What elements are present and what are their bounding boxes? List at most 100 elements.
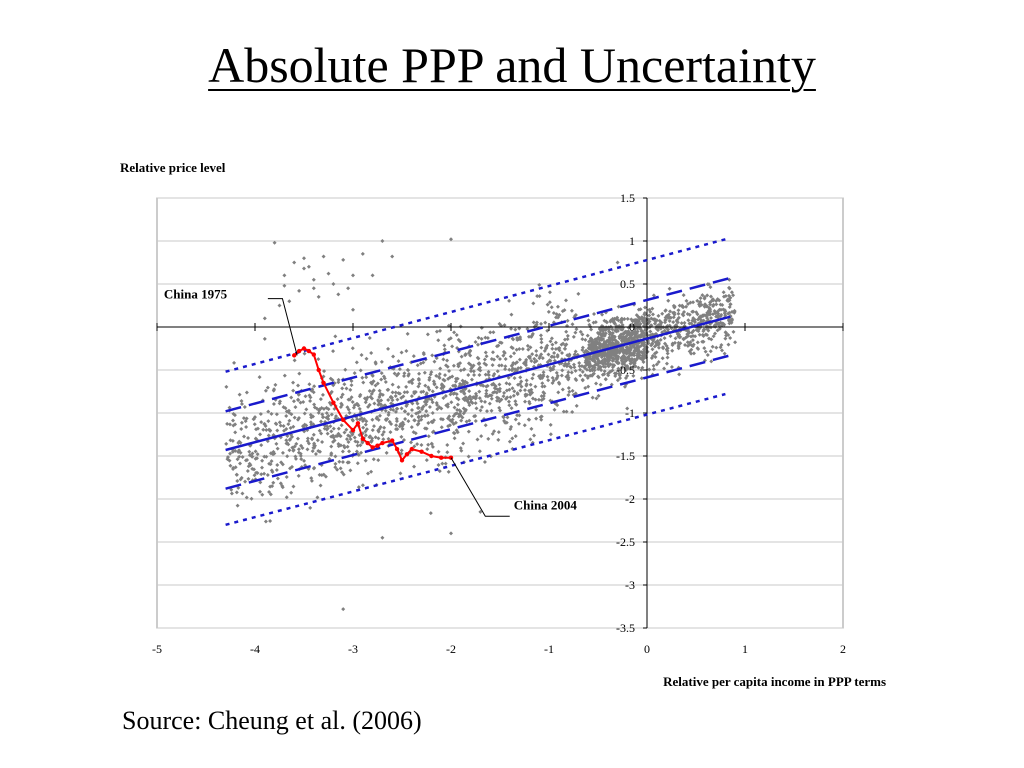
scatter-point: [350, 346, 355, 351]
scatter-point: [666, 298, 671, 303]
scatter-point: [350, 400, 355, 405]
scatter-point: [526, 347, 531, 352]
scatter-point: [510, 436, 515, 441]
scatter-point: [473, 418, 478, 423]
scatter-point: [564, 409, 569, 414]
scatter-point: [311, 286, 316, 291]
scatter-point: [309, 415, 314, 420]
scatter-point: [380, 239, 385, 243]
scatter-point: [471, 369, 476, 374]
scatter-point: [287, 437, 292, 442]
scatter-point: [352, 371, 357, 376]
scatter-point: [543, 320, 548, 325]
scatter-point: [624, 348, 629, 353]
scatter-point: [503, 364, 508, 369]
scatter-point: [612, 337, 617, 342]
scatter-point: [464, 419, 469, 424]
scatter-point: [482, 357, 487, 362]
scatter-point: [550, 346, 555, 351]
scatter-point: [691, 309, 696, 314]
scatter-point: [355, 461, 360, 466]
scatter-point: [429, 397, 434, 402]
scatter-point: [425, 332, 430, 337]
scatter-point: [445, 364, 450, 369]
scatter-point: [580, 348, 585, 353]
scatter-point: [400, 426, 405, 431]
scatter-point: [331, 282, 336, 286]
scatter-point: [453, 379, 458, 384]
scatter-point: [396, 359, 401, 364]
scatter-point: [614, 354, 619, 359]
scatter-point: [499, 397, 504, 402]
scatter-point: [539, 340, 544, 345]
scatter-point: [454, 428, 459, 433]
scatter-point: [293, 456, 298, 461]
china-point: [311, 352, 316, 357]
scatter-point: [726, 342, 731, 347]
scatter-point: [703, 349, 708, 354]
scatter-point: [554, 376, 559, 381]
y-tick-label-8: -2.5: [616, 535, 635, 549]
scatter-point: [238, 461, 243, 466]
scatter-point: [291, 484, 296, 489]
scatter-point: [649, 323, 654, 328]
scatter-point: [299, 457, 304, 462]
scatter-point: [671, 303, 676, 308]
scatter-point: [467, 403, 472, 408]
y-tick-label-1: 1: [629, 234, 635, 248]
scatter-point: [609, 351, 614, 356]
scatter-point: [687, 330, 692, 335]
scatter-point: [514, 347, 519, 352]
scatter-point: [377, 394, 382, 399]
scatter-point: [690, 344, 695, 349]
scatter-point: [603, 364, 608, 369]
scatter-point: [580, 378, 585, 383]
scatter-point: [513, 402, 518, 407]
scatter-point: [654, 362, 659, 367]
scatter-point: [461, 411, 466, 416]
scatter-point: [528, 382, 533, 387]
scatter-point: [530, 376, 535, 381]
scatter-point: [277, 303, 282, 308]
scatter-point: [676, 308, 681, 313]
scatter-point: [341, 472, 346, 477]
scatter-point: [670, 343, 675, 348]
scatter-point: [302, 256, 306, 261]
scatter-point: [257, 375, 262, 380]
scatter-point: [626, 330, 631, 335]
scatter-point: [357, 394, 362, 399]
scatter-point: [417, 409, 422, 414]
scatter-point: [497, 356, 502, 361]
scatter-point: [329, 452, 334, 457]
scatter-point: [679, 321, 684, 326]
scatter-point: [302, 458, 307, 463]
regression-line-solid-0: [225, 315, 731, 452]
scatter-point: [353, 439, 358, 444]
scatter-point: [343, 367, 348, 372]
scatter-point: [352, 403, 357, 408]
scatter-point: [358, 443, 363, 448]
scatter-point: [676, 315, 681, 320]
scatter-point: [271, 401, 276, 406]
scatter-point: [386, 436, 391, 441]
scatter-point: [702, 295, 707, 300]
scatter-point: [478, 408, 483, 413]
scatter-point: [546, 309, 551, 314]
scatter-point: [342, 382, 347, 387]
scatter-point: [614, 317, 619, 322]
scatter-point: [577, 364, 582, 369]
scatter-point: [479, 404, 484, 409]
scatter-point: [370, 428, 375, 433]
scatter-point: [454, 332, 459, 337]
scatter-point: [347, 434, 352, 439]
scatter-point: [666, 312, 671, 317]
scatter-point: [466, 429, 471, 434]
scatter-point: [379, 398, 384, 403]
scatter-point: [440, 461, 445, 466]
scatter-point: [534, 349, 539, 354]
scatter-point: [305, 436, 310, 441]
scatter-point: [388, 430, 393, 435]
scatter-point: [382, 425, 387, 430]
scatter-point: [333, 454, 338, 459]
scatter-point: [509, 363, 514, 368]
